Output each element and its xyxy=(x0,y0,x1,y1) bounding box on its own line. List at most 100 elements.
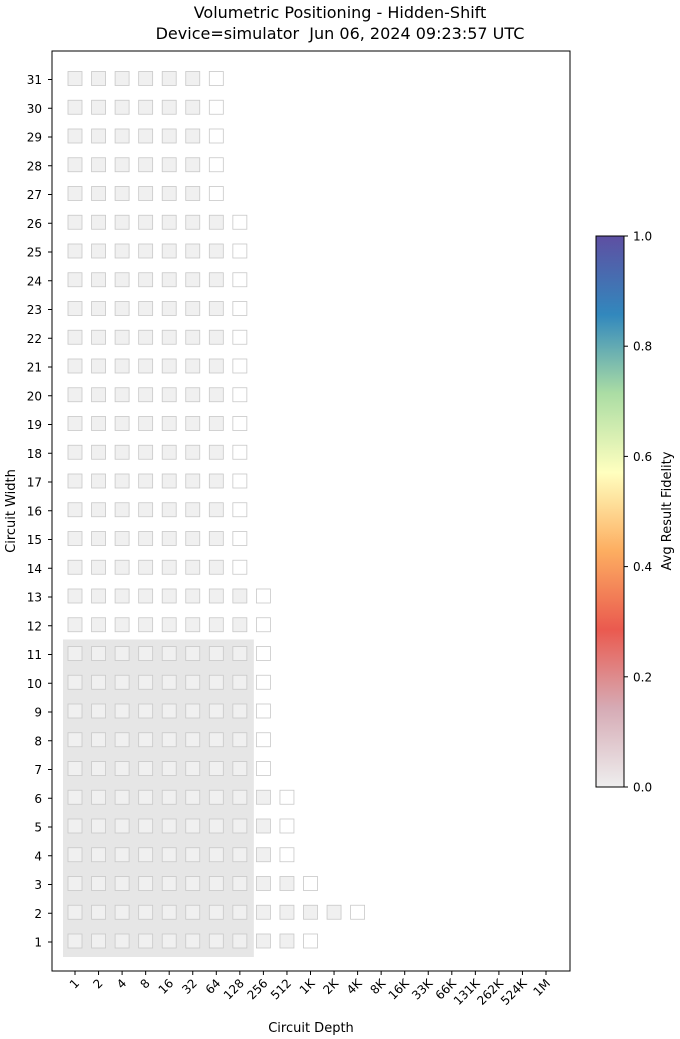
cell-filled xyxy=(232,703,248,719)
cell-filled xyxy=(138,674,154,690)
cell-filled xyxy=(232,876,248,891)
cell-empty xyxy=(232,444,248,460)
cell-filled xyxy=(67,904,83,920)
cell-filled xyxy=(91,904,106,920)
y-tick-label: 1 xyxy=(34,936,42,950)
colorbar-tick-label: 0.6 xyxy=(633,450,652,464)
y-tick-label: 13 xyxy=(27,591,42,605)
cell-filled xyxy=(185,444,201,460)
y-axis: 1234567891011121314151617181920212223242… xyxy=(27,73,52,950)
cell-filled xyxy=(67,876,83,891)
cell-filled xyxy=(161,789,177,805)
y-tick-label: 9 xyxy=(34,706,42,720)
cell-filled xyxy=(161,157,177,173)
cell-filled xyxy=(138,588,154,604)
cell-filled xyxy=(161,559,177,575)
cell-filled xyxy=(208,588,224,604)
cell-empty xyxy=(208,157,224,173)
cell-filled xyxy=(208,473,224,489)
cell-empty xyxy=(232,473,248,489)
cell-empty xyxy=(255,703,271,719)
cell-filled xyxy=(138,157,154,173)
cell-filled xyxy=(161,444,177,460)
cell-filled xyxy=(138,186,154,201)
cell-empty xyxy=(232,301,248,316)
cell-filled xyxy=(161,674,177,690)
cell-filled xyxy=(114,847,130,863)
cell-filled xyxy=(91,703,106,719)
cell-filled xyxy=(208,214,224,230)
cell-filled xyxy=(91,329,106,345)
cell-filled xyxy=(138,272,154,288)
cell-filled xyxy=(67,818,83,834)
cell-filled xyxy=(114,502,130,518)
x-tick-label: 33K xyxy=(409,975,436,1002)
cell-filled xyxy=(255,818,271,834)
y-tick-label: 16 xyxy=(27,504,42,518)
cell-filled xyxy=(138,502,154,518)
cell-filled xyxy=(161,387,177,403)
cell-filled xyxy=(208,646,224,661)
y-tick-label: 8 xyxy=(34,734,42,748)
plot-area xyxy=(63,71,366,957)
y-tick-label: 30 xyxy=(27,102,42,116)
cell-filled xyxy=(185,674,201,690)
cell-filled xyxy=(67,358,83,374)
cell-filled xyxy=(114,531,130,546)
x-tick-label: 2K xyxy=(320,975,342,997)
cell-filled xyxy=(138,387,154,403)
cell-empty xyxy=(208,186,224,201)
y-tick-label: 7 xyxy=(34,763,42,777)
cell-filled xyxy=(161,502,177,518)
colorbar-tick-label: 0.8 xyxy=(633,340,652,354)
cell-empty xyxy=(279,789,295,805)
cell-empty xyxy=(232,531,248,546)
cell-filled xyxy=(208,876,224,891)
cell-filled xyxy=(185,71,201,86)
cell-filled xyxy=(161,818,177,834)
cell-empty xyxy=(255,674,271,690)
cell-filled xyxy=(114,646,130,661)
x-tick-label: 512 xyxy=(268,976,294,1002)
cell-filled xyxy=(185,904,201,920)
cell-filled xyxy=(67,186,83,201)
cell-filled xyxy=(91,502,106,518)
cell-filled xyxy=(114,559,130,575)
y-axis-label: Circuit Width xyxy=(4,469,19,553)
cell-filled xyxy=(208,416,224,431)
y-tick-label: 23 xyxy=(27,303,42,317)
cell-filled xyxy=(67,674,83,690)
cell-filled xyxy=(232,789,248,805)
y-tick-label: 4 xyxy=(34,849,42,863)
y-tick-label: 10 xyxy=(27,677,42,691)
x-tick-label: 1K xyxy=(297,975,319,997)
cell-filled xyxy=(67,71,83,86)
cell-filled xyxy=(161,588,177,604)
colorbar-gradient xyxy=(595,235,625,788)
cell-filled xyxy=(208,847,224,863)
y-tick-label: 22 xyxy=(27,332,42,346)
x-tick-label: 16K xyxy=(386,975,413,1002)
cell-filled xyxy=(255,904,271,920)
y-tick-label: 15 xyxy=(27,533,42,547)
cell-filled xyxy=(185,502,201,518)
cell-filled xyxy=(208,301,224,316)
cell-filled xyxy=(91,674,106,690)
cell-filled xyxy=(67,99,83,115)
cell-filled xyxy=(114,387,130,403)
cell-filled xyxy=(232,904,248,920)
x-tick-label: 64 xyxy=(203,976,224,997)
cell-empty xyxy=(208,128,224,144)
cell-filled xyxy=(208,559,224,575)
cell-filled xyxy=(161,761,177,776)
cell-filled xyxy=(138,99,154,115)
cell-filled xyxy=(185,933,201,949)
cell-empty xyxy=(232,243,248,259)
cell-filled xyxy=(161,214,177,230)
x-tick-label: 1 xyxy=(67,976,82,991)
cell-filled xyxy=(114,416,130,431)
x-tick-label: 4K xyxy=(344,975,366,997)
cell-filled xyxy=(138,818,154,834)
colorbar-tick-label: 0.0 xyxy=(633,781,652,795)
